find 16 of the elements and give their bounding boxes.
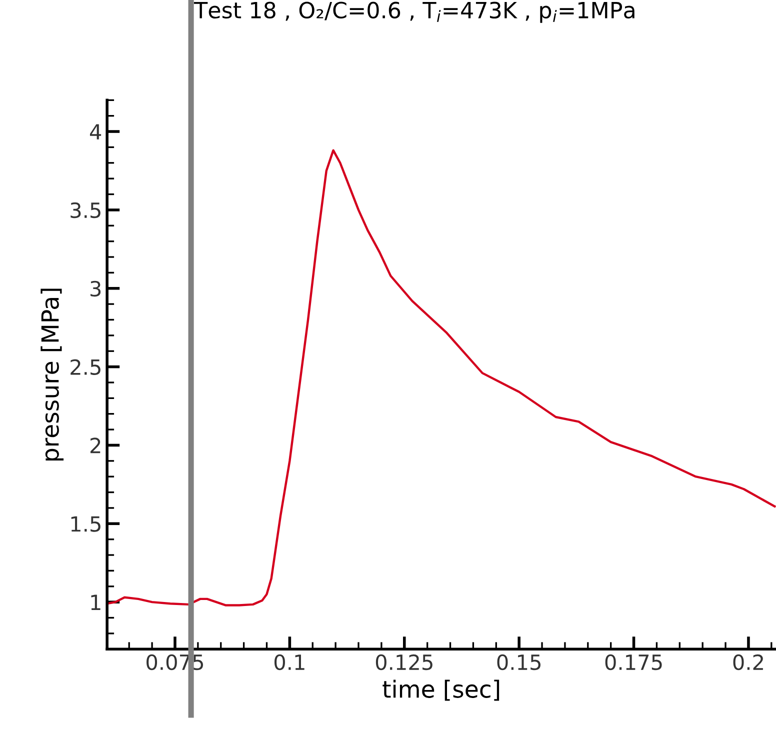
y-tick-label: 3.5 xyxy=(70,202,100,218)
x-axis-title: time [sec] xyxy=(382,680,500,701)
y-axis-title: pressure [MPa] xyxy=(40,288,64,460)
x-tick-label: 0.175 xyxy=(605,654,662,670)
y-tick-label: 1 xyxy=(91,594,100,610)
y-tick-label: 4 xyxy=(90,124,102,140)
x-tick-label: 0.125 xyxy=(376,654,432,670)
y-tick-label: 1.5 xyxy=(71,516,100,532)
y-tick-label: 2.5 xyxy=(70,359,100,376)
y-tick-label: 2 xyxy=(90,438,100,454)
x-tick-label: 0.2 xyxy=(733,654,763,670)
x-tick-label: 0.1 xyxy=(274,654,304,670)
chart-title: Test 18 , O₂/C=0.6 , T$_{i}$=473K , p$_{i}$=1MPa xyxy=(194,2,634,23)
x-tick-label: 0.15 xyxy=(497,654,540,670)
line-series xyxy=(107,149,776,606)
y-tick-label: 3 xyxy=(90,280,101,297)
